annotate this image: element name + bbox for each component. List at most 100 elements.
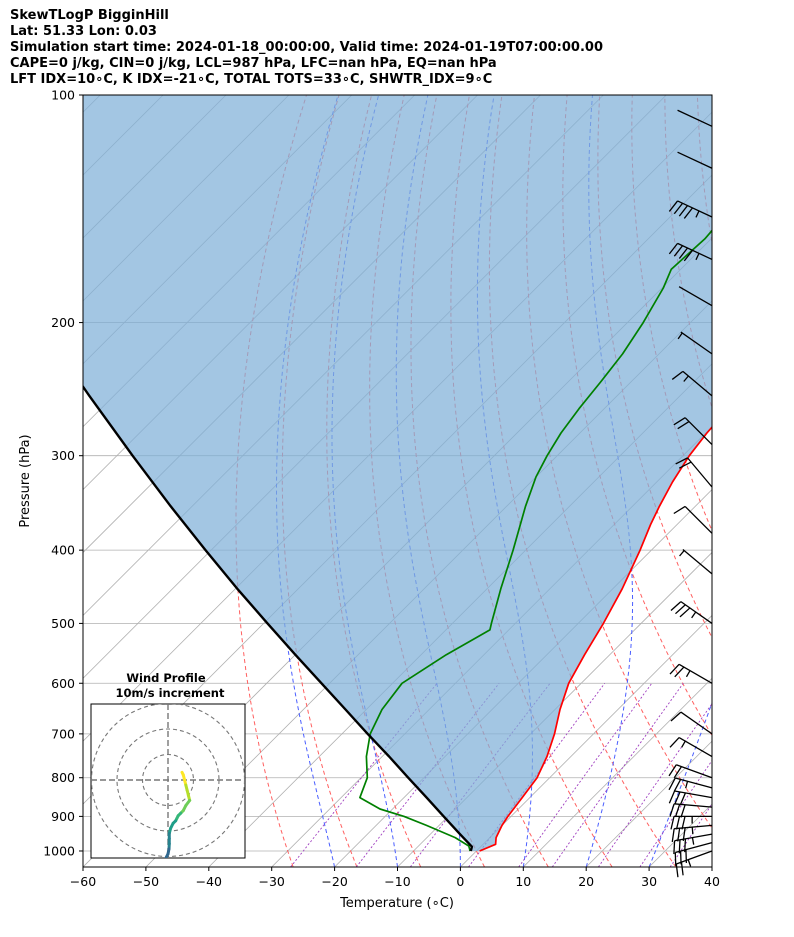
wind-barb-shaft <box>684 505 713 534</box>
wind-barb <box>669 736 713 758</box>
wind-barb <box>673 833 713 855</box>
mixing-ratio-line <box>669 803 712 867</box>
wind-barb-flag <box>671 828 675 842</box>
wind-barb-shaft <box>684 417 713 446</box>
cin-shading <box>83 95 712 851</box>
x-tick-label: −10 <box>384 874 410 889</box>
wind-barb <box>668 777 713 792</box>
mixing-ratio-line <box>518 683 653 867</box>
y-tick-label: 900 <box>51 809 75 824</box>
wind-barb-flag <box>675 863 679 878</box>
wind-barb-shaft <box>676 764 713 779</box>
wind-barb-flag <box>675 816 681 830</box>
wind-barb-flag <box>683 249 694 262</box>
x-axis-ticks: −60 −50 −40 −30 −20 −10 0 10 20 30 40 <box>70 867 720 889</box>
x-tick-label: 0 <box>456 874 464 889</box>
wind-barb-shaft <box>678 663 713 684</box>
wind-barb-flag <box>682 827 686 842</box>
hodograph-segment <box>148 868 151 872</box>
wind-barb <box>668 764 713 779</box>
wind-barb <box>678 286 713 307</box>
wind-barb-shaft <box>680 601 713 624</box>
hodograph-ring <box>141 753 195 807</box>
wind-barb-flag <box>674 791 681 805</box>
wind-barb-half <box>683 375 689 382</box>
isotherm <box>460 614 712 867</box>
wind-barb-flag <box>669 737 680 748</box>
mixing-ratio-line <box>639 759 712 867</box>
wind-barb <box>675 850 713 878</box>
wind-barb-shaft <box>680 331 713 355</box>
mixing-ratio-line <box>468 683 606 867</box>
wind-barb <box>668 200 713 219</box>
wind-barb-flag <box>668 777 676 791</box>
wind-barb-flag <box>681 816 686 830</box>
wind-barb <box>677 331 713 355</box>
profile-lines <box>83 229 712 852</box>
wind-barb-flag <box>673 245 684 257</box>
parcel-shading <box>83 95 712 851</box>
wind-barb-flag <box>668 242 679 255</box>
chart-title-station: SkewTLogP BigginHill <box>10 8 169 23</box>
wind-barb-flag <box>673 766 683 779</box>
wind-barb-flag <box>680 862 684 876</box>
wind-barb-flag <box>670 816 675 830</box>
wind-barb-shaft <box>687 457 713 488</box>
wind-barb-flag <box>669 803 675 817</box>
y-tick-label: 100 <box>51 88 75 103</box>
x-tick-label: 20 <box>578 874 594 889</box>
y-tick-label: 500 <box>51 616 75 631</box>
wind-barb-half <box>687 859 692 867</box>
wind-barb <box>677 151 713 169</box>
hodograph-inset: Wind Profile 10m/s increment <box>90 671 246 872</box>
wind-barb-flag <box>673 505 686 515</box>
isotherm <box>523 677 712 867</box>
wind-barb-shaft <box>676 850 713 865</box>
wind-barb-half <box>691 611 697 619</box>
x-tick-label: −50 <box>133 874 159 889</box>
wind-barb <box>669 663 713 684</box>
wind-barb <box>675 457 713 488</box>
moist-adiabat <box>648 701 712 867</box>
hodograph-segment <box>160 864 163 867</box>
y-axis-ticks: 100 200 300 400 500 600 700 800 900 1000 <box>43 88 83 858</box>
wind-barb <box>671 370 713 397</box>
wind-barb <box>670 815 712 830</box>
wind-barb <box>674 842 713 866</box>
wind-barb-flag <box>678 461 692 469</box>
chart-title-times: Simulation start time: 2024-01-18_00:00:… <box>10 40 603 55</box>
x-tick-label: −40 <box>196 874 222 889</box>
wind-barb-shaft <box>677 200 713 218</box>
x-tick-label: −60 <box>70 874 96 889</box>
y-tick-label: 300 <box>51 448 75 463</box>
wind-barb-half <box>691 837 695 845</box>
isotherm <box>711 866 712 867</box>
wind-barb <box>668 790 713 806</box>
wind-barb-shaft <box>677 109 713 127</box>
wind-barb-flag <box>677 421 690 430</box>
wind-barb <box>670 601 713 624</box>
wind-barb-shaft <box>677 242 713 261</box>
wind-barb-flag <box>668 200 679 212</box>
wind-barb-flag <box>671 370 684 380</box>
wind-barb-flag <box>673 779 682 792</box>
wind-barb-flag <box>677 828 681 842</box>
wind-barb <box>673 417 713 446</box>
x-tick-label: 10 <box>515 874 531 889</box>
dry-adiabat <box>730 95 794 867</box>
wind-barb-half <box>685 781 689 789</box>
wind-barb-shaft <box>680 711 713 735</box>
wind-barb-flag <box>680 804 686 818</box>
wind-barb-flag <box>683 207 694 219</box>
wind-barb-flag <box>679 792 687 806</box>
wind-barb-shaft <box>682 548 713 575</box>
y-tick-label: 1000 <box>43 843 75 858</box>
y-axis-label: Pressure (hPa) <box>18 434 33 527</box>
wind-barb-flag <box>684 838 687 853</box>
wind-barb-flag <box>673 840 676 855</box>
dewpoint-line <box>359 229 712 852</box>
wind-barb-flag <box>668 790 676 804</box>
x-tick-label: 30 <box>641 874 657 889</box>
wind-barb-flag <box>669 663 680 675</box>
wind-barb <box>671 824 713 842</box>
